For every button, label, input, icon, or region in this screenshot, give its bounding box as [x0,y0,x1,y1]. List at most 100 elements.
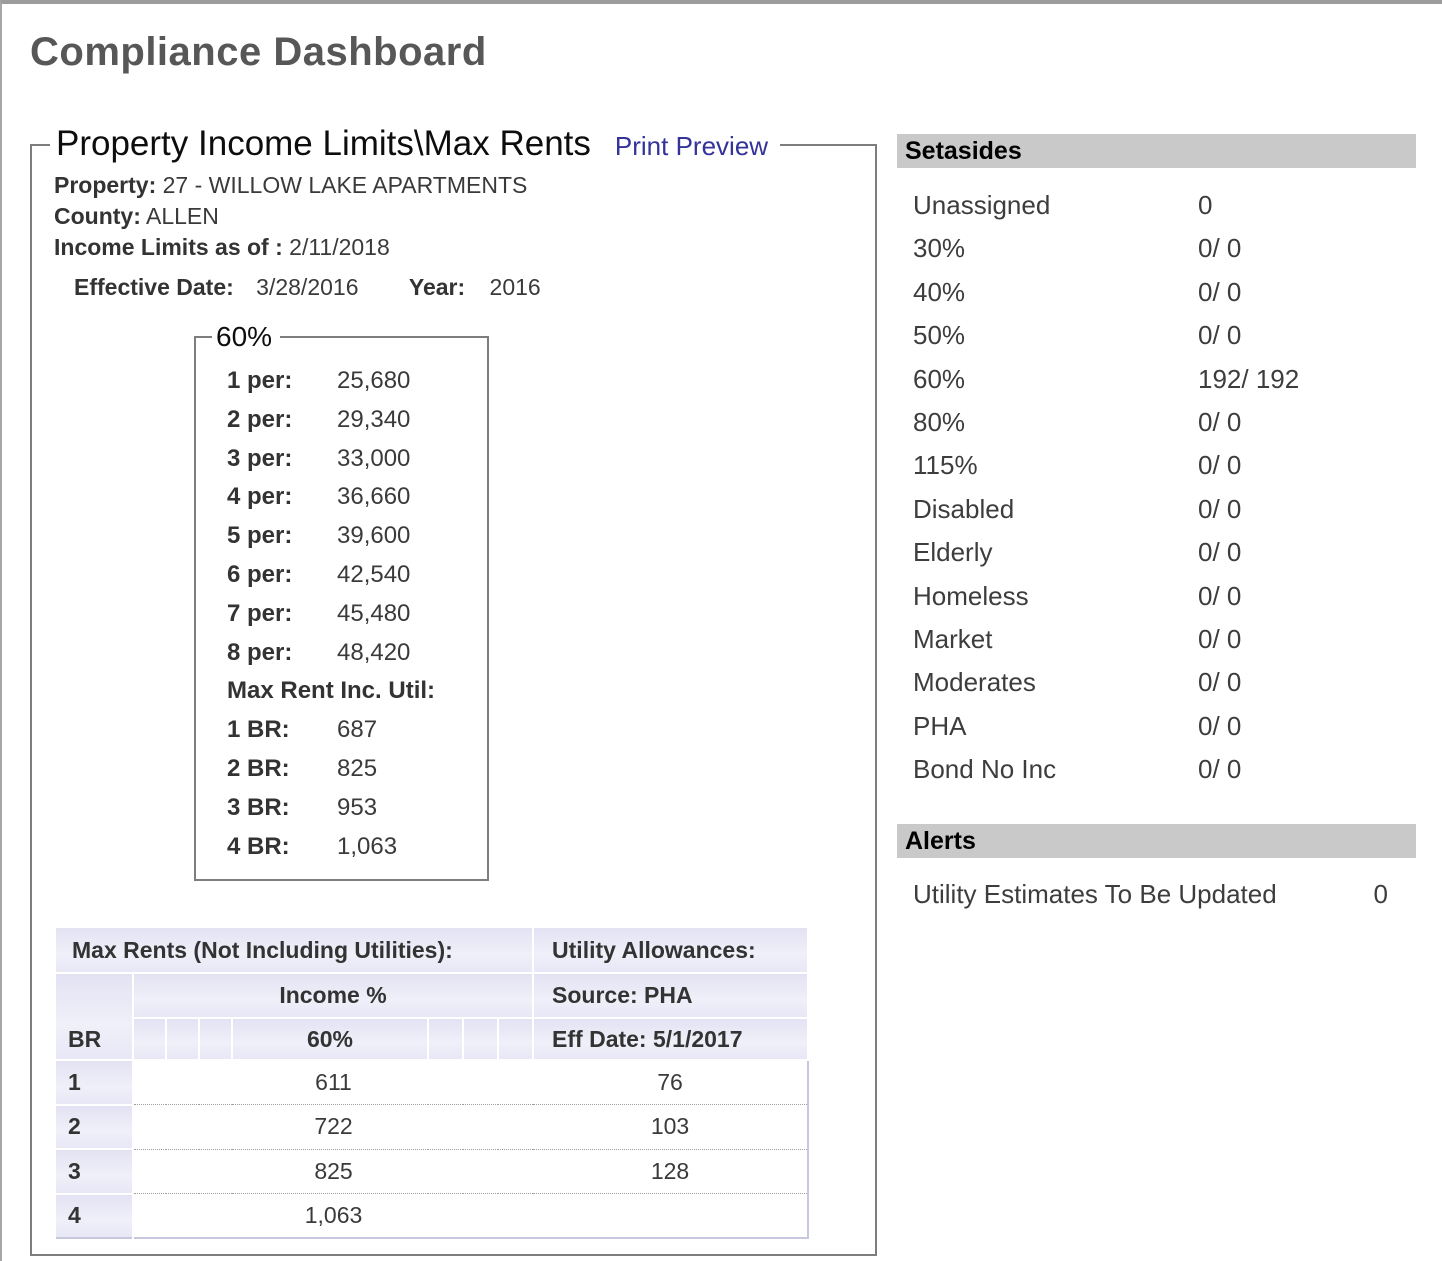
rents-table-row: 2 722 103 [55,1105,808,1150]
effective-date-row: Effective Date: 3/28/2016 Year: 2016 [74,274,541,301]
setaside-row: Disabled 0/ 0 [897,488,1416,531]
rents-table-row: 3 825 128 [55,1149,808,1194]
income-limit-row: 5 per:39,600 [227,517,487,556]
limit-label: 6 per: [227,556,337,595]
alert-value: 0 [1374,872,1388,916]
utility-cell: 128 [533,1149,808,1194]
alert-row: Utility Estimates To Be Updated 0 [897,872,1416,916]
field-label: County: [54,203,141,229]
rent-cell: 611 [133,1060,533,1105]
field-label: Income Limits as of : [54,234,283,260]
limit-label: 3 per: [227,440,337,479]
setaside-value: 0/ 0 [1198,705,1416,748]
setasides-section-header: Setasides [897,134,1416,168]
setaside-row: Bond No Inc 0/ 0 [897,748,1416,791]
income-limits-box: 60% 1 per:25,680 2 per:29,340 3 per:33,0… [194,336,489,881]
income-limit-row: 1 per:25,680 [227,362,487,401]
setaside-row: Homeless 0/ 0 [897,575,1416,618]
panel-legend: Property Income Limits\Max RentsPrint Pr… [50,121,780,174]
year-label: Year: [409,274,465,300]
setaside-label: Bond No Inc [913,748,1198,791]
limit-value: 687 [337,716,377,743]
alert-label: Utility Estimates To Be Updated [913,872,1277,916]
income-limit-row: 1 BR:687 [227,711,487,750]
property-info-row: County: ALLEN [54,201,527,232]
setaside-label: Disabled [913,488,1198,531]
br-cell: 1 [55,1060,133,1105]
setaside-label: 80% [913,401,1198,444]
br-column-header: BR [55,973,133,1060]
field-value: 27 - WILLOW LAKE APARTMENTS [163,172,528,198]
empty-header-cell [166,1018,199,1060]
setaside-label: PHA [913,705,1198,748]
setaside-label: Unassigned [913,184,1198,227]
max-rents-header: Max Rents (Not Including Utilities): [55,927,533,973]
limit-label: 4 BR: [227,828,337,867]
setaside-row: Moderates 0/ 0 [897,661,1416,704]
limit-label: 4 per: [227,478,337,517]
br-cell: 3 [55,1149,133,1194]
rents-table-header-row-1: Max Rents (Not Including Utilities): Uti… [55,927,808,973]
utility-cell: 76 [533,1060,808,1105]
limit-value: 25,680 [337,367,410,394]
limit-label: 2 per: [227,401,337,440]
source-header: Source: PHA [533,973,808,1018]
limit-label: 5 per: [227,517,337,556]
property-info-row: Income Limits as of : 2/11/2018 [54,232,527,263]
effective-date-value: 3/28/2016 [256,274,358,300]
print-preview-link[interactable]: Print Preview [615,131,768,161]
limit-label: 7 per: [227,595,337,634]
rent-cell: 825 [133,1149,533,1194]
utility-cell: 103 [533,1105,808,1150]
limit-label: 8 per: [227,634,337,673]
income-limit-row: Max Rent Inc. Util: [227,672,487,711]
effective-date-label: Effective Date: [74,274,234,300]
income-limit-row: 2 BR:825 [227,750,487,789]
rents-table-header-row-3: 60% Eff Date: 5/1/2017 [55,1018,808,1060]
setaside-value: 0/ 0 [1198,575,1416,618]
alerts-section-header: Alerts [897,824,1416,858]
setaside-value: 0/ 0 [1198,618,1416,661]
setaside-value: 0/ 0 [1198,661,1416,704]
empty-header-cell [133,1018,166,1060]
rents-table-body: 1 611 76 2 722 103 3 825 128 [55,1060,808,1238]
limit-value: 45,480 [337,600,410,627]
setaside-label: 40% [913,271,1198,314]
setasides-list: Unassigned 0 30% 0/ 0 40% 0/ 0 50% 0/ 0 [897,184,1416,792]
rents-table-row: 1 611 76 [55,1060,808,1105]
limit-label: 3 BR: [227,789,337,828]
utility-cell [533,1194,808,1239]
utility-allowances-header: Utility Allowances: [533,927,808,973]
field-label: Property: [54,172,156,198]
income-limits-box-legend: 60% [212,320,280,354]
setaside-row: Unassigned 0 [897,184,1416,227]
setaside-label: Homeless [913,575,1198,618]
setaside-value: 0/ 0 [1198,227,1416,270]
setaside-row: 50% 0/ 0 [897,314,1416,357]
empty-header-cell [498,1018,533,1060]
setaside-label: 30% [913,227,1198,270]
income-limit-row: 6 per:42,540 [227,556,487,595]
limit-label: 2 BR: [227,750,337,789]
income-limit-rows: 1 per:25,680 2 per:29,340 3 per:33,000 4… [196,338,487,866]
setaside-label: 50% [913,314,1198,357]
limit-label: 1 per: [227,362,337,401]
alerts-list: Utility Estimates To Be Updated 0 [897,872,1416,916]
limit-value: 42,540 [337,561,410,588]
setaside-value: 0/ 0 [1198,401,1416,444]
limit-value: 29,340 [337,406,410,433]
setaside-row: Elderly 0/ 0 [897,531,1416,574]
field-value: ALLEN [146,203,219,229]
empty-header-cell [199,1018,232,1060]
setaside-value: 0/ 0 [1198,531,1416,574]
limit-label: 1 BR: [227,711,337,750]
limit-value: 48,420 [337,639,410,666]
income-limit-row: 3 per:33,000 [227,440,487,479]
setaside-row: PHA 0/ 0 [897,705,1416,748]
setaside-row: 80% 0/ 0 [897,401,1416,444]
income-limit-row: 7 per:45,480 [227,595,487,634]
empty-header-cell [428,1018,463,1060]
setaside-value: 0 [1198,184,1416,227]
property-income-limits-panel: Property Income Limits\Max RentsPrint Pr… [30,144,877,1256]
field-value: 2/11/2018 [289,234,390,260]
